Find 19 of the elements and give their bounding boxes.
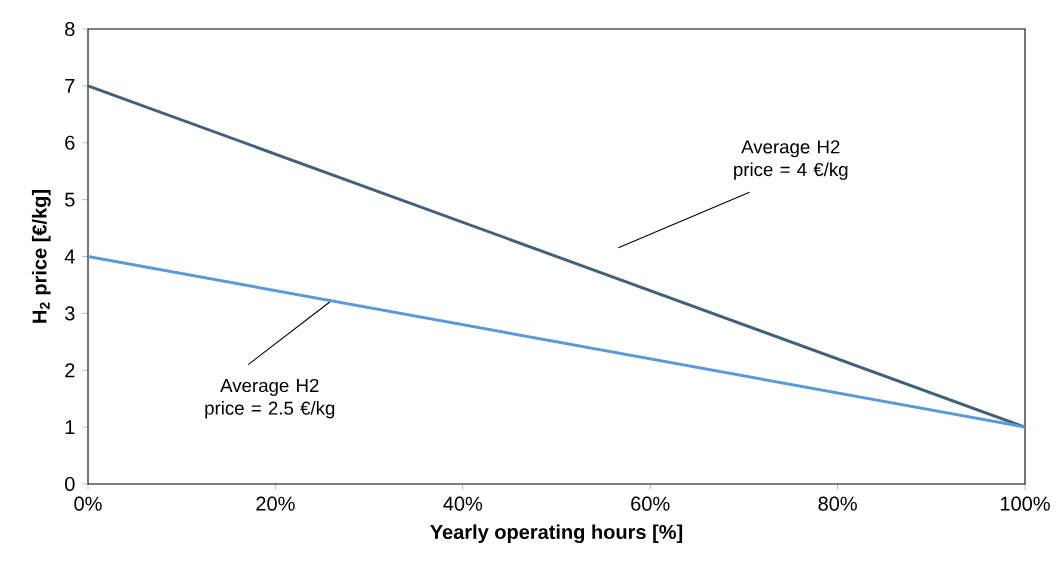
y-tick-label: 4 xyxy=(64,249,75,264)
x-tick-label: 20% xyxy=(256,496,295,511)
y-tick-label: 2 xyxy=(65,363,75,378)
x-tick-label: 60% xyxy=(631,496,670,511)
x-tick-label: 0% xyxy=(74,496,102,511)
y-tick-label: 5 xyxy=(65,192,75,207)
x-tick-label: 100% xyxy=(1000,496,1050,511)
y-tick-label: 7 xyxy=(65,78,75,93)
x-tick-label: 40% xyxy=(443,496,483,511)
y-tick-label: 0 xyxy=(65,476,75,492)
annotation: Average H2 price = 2.5 €/kg xyxy=(205,378,335,419)
x-tick-label: 80% xyxy=(818,496,857,511)
annotation: Average H2 price = 4 €/kg xyxy=(734,140,848,180)
y-tick-label: 1 xyxy=(65,420,75,435)
y-tick-label: 3 xyxy=(65,306,75,321)
y-axis-title: H$_{2}$ price [€/kg] xyxy=(31,190,51,323)
y-tick-label: 6 xyxy=(65,135,75,150)
y-tick-label: 8 xyxy=(65,21,75,37)
x-axis-title: Yearly operating hours [%] xyxy=(430,524,683,544)
